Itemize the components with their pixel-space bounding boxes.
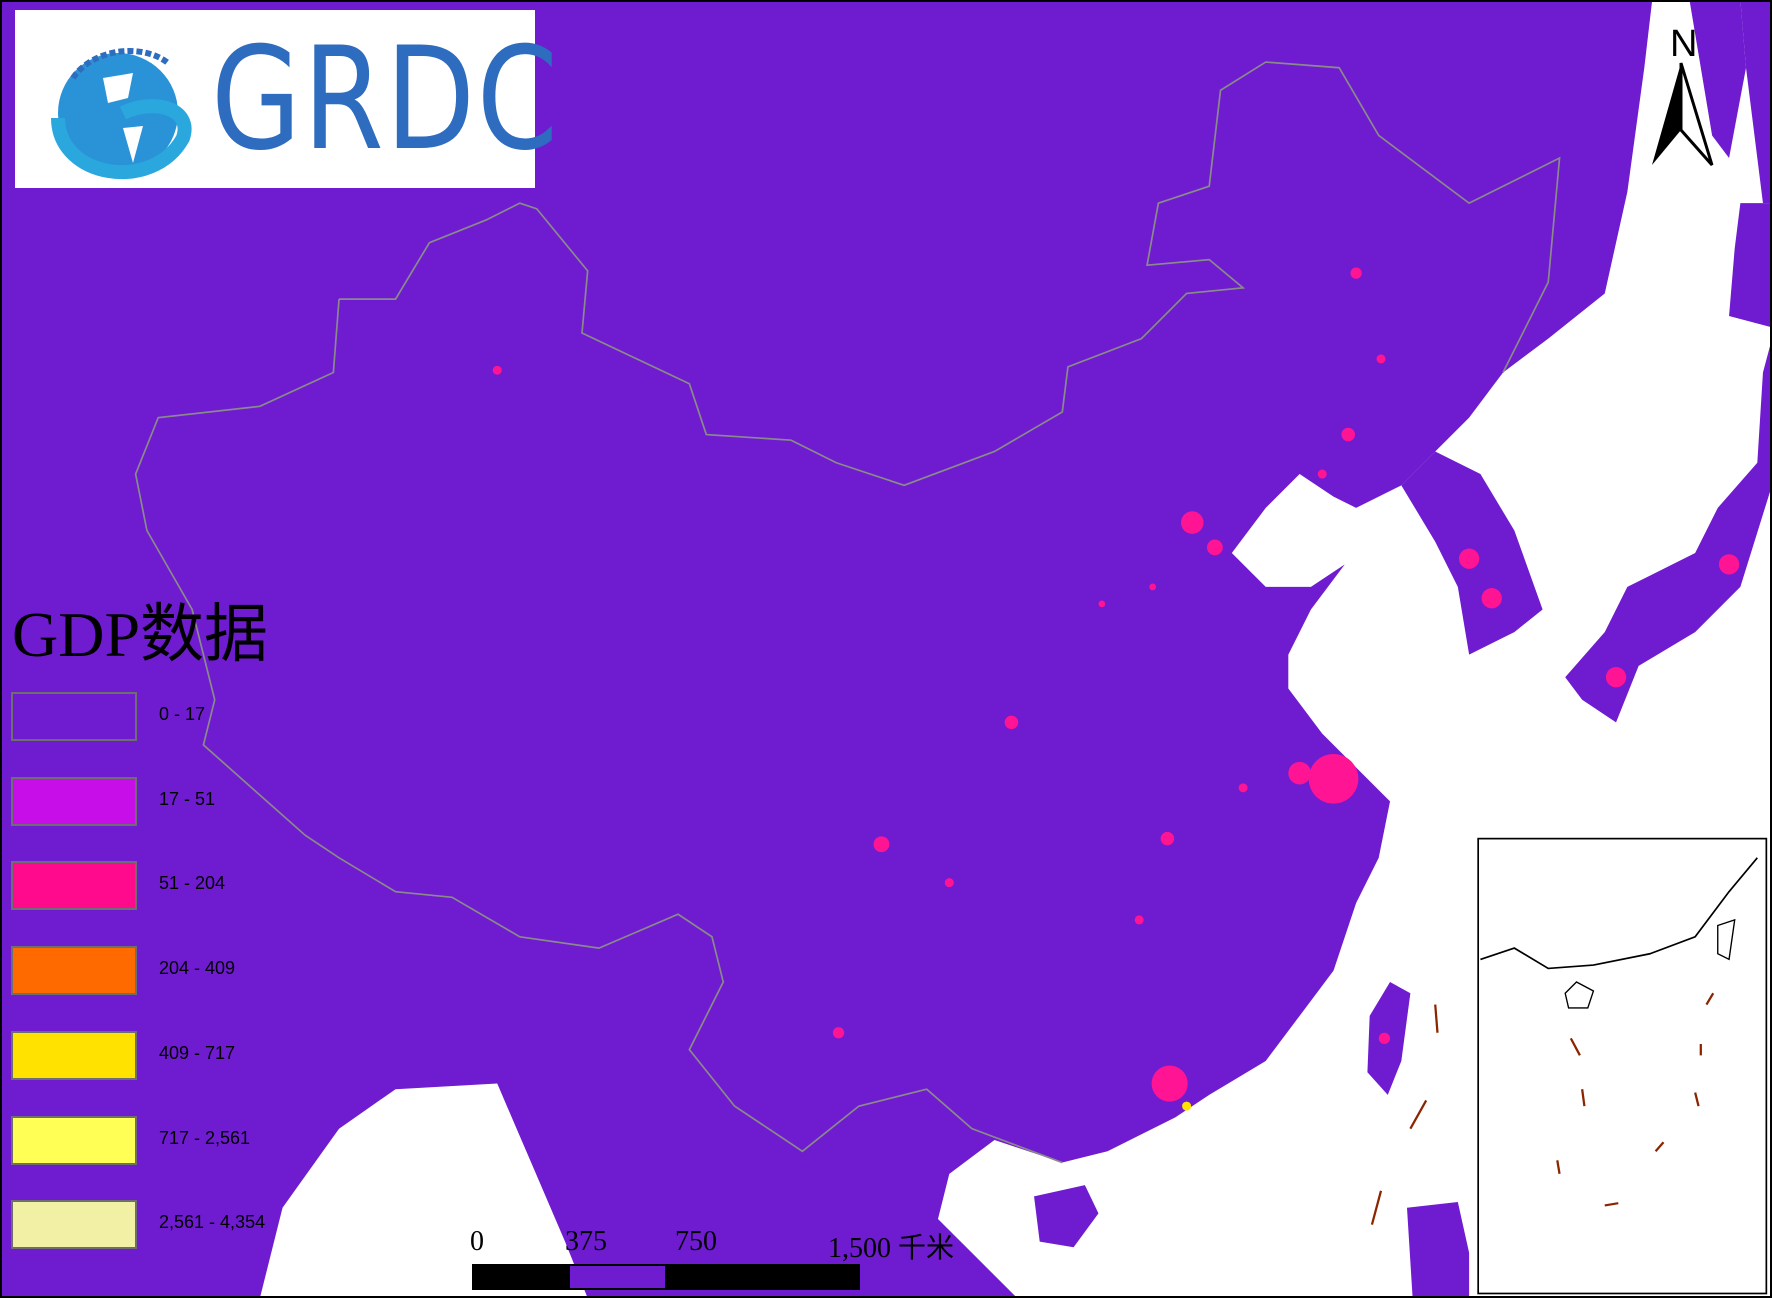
- legend-swatch: [11, 1030, 137, 1080]
- hokkaido: [1729, 203, 1772, 328]
- legend-swatch: [11, 1115, 137, 1165]
- scale-label-375: 375: [565, 1226, 607, 1257]
- legend-item: 17 - 51: [11, 776, 491, 826]
- gdp-yellow-spot: [1182, 1101, 1192, 1111]
- north-arrow-icon: N: [1652, 23, 1714, 166]
- legend-swatch: [11, 1200, 137, 1250]
- south-china-sea-inset: [1477, 837, 1768, 1295]
- legend-label: 409 - 717: [159, 1042, 236, 1063]
- north-label: N: [1670, 23, 1697, 65]
- scale-label-750: 750: [675, 1226, 717, 1257]
- national-border: [134, 61, 1561, 1164]
- legend-item: 51 - 204: [11, 861, 491, 911]
- legend-item: 0 - 17: [11, 692, 491, 741]
- gdp-hotspots: [492, 267, 1740, 1102]
- legend-label: 2,561 - 4,354: [159, 1212, 266, 1233]
- legend-title: GDP数据: [12, 599, 269, 670]
- legend-label: 204 - 409: [159, 958, 236, 979]
- scale-bar: [472, 1264, 860, 1290]
- legend-item: 409 - 717: [11, 1030, 491, 1080]
- legend-item: 717 - 2,561: [11, 1115, 491, 1165]
- legend-label: 17 - 51: [159, 788, 216, 809]
- globe-icon: [51, 48, 192, 179]
- grdc-logo: GRDC: [15, 10, 558, 188]
- legend-swatch: [11, 946, 137, 996]
- hainan: [1034, 1185, 1099, 1248]
- legend-swatch: [11, 861, 137, 911]
- legend-label: 717 - 2,561: [159, 1127, 251, 1148]
- legend-label: 51 - 204: [159, 873, 226, 894]
- legend-item: 2,561 - 4,354: [11, 1200, 491, 1250]
- bay-of-bengal: [259, 1083, 588, 1298]
- sakhalin: [1689, 0, 1747, 159]
- japan: [1565, 338, 1772, 723]
- nine-dash-line-main: [1370, 1004, 1439, 1225]
- scale-label-0: 0: [470, 1226, 484, 1257]
- legend-swatch: [11, 692, 137, 741]
- scale-label-1500: 1,500 千米: [828, 1233, 955, 1264]
- legend-item: 204 - 409: [11, 946, 491, 996]
- logo-text: GRDC: [211, 17, 560, 182]
- legend-swatch: [11, 776, 137, 826]
- legend-label: 0 - 17: [159, 704, 206, 724]
- philippines: [1406, 1202, 1470, 1298]
